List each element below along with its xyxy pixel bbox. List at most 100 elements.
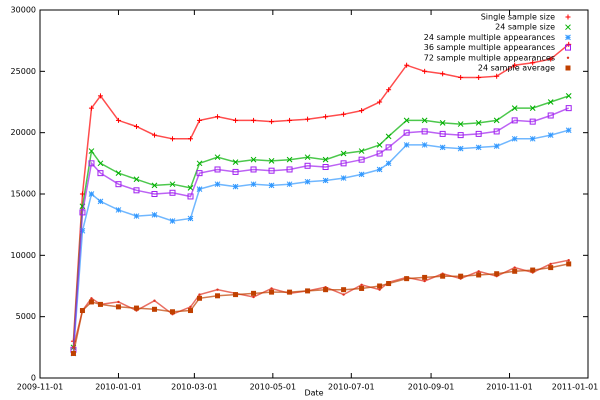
data-point — [511, 117, 518, 124]
data-point — [151, 182, 158, 189]
marker-part — [305, 288, 311, 294]
marker-part — [115, 181, 122, 188]
data-point — [493, 117, 500, 124]
marker-part — [565, 34, 571, 41]
marker-part — [270, 287, 273, 290]
marker-part — [475, 119, 482, 126]
data-point — [304, 154, 311, 161]
data-point — [385, 144, 392, 151]
data-point — [342, 293, 345, 296]
data-point — [216, 288, 219, 291]
marker-part — [97, 301, 103, 307]
data-point — [197, 117, 203, 123]
legend-label: 24 sample size — [495, 23, 555, 32]
marker-part — [403, 142, 410, 148]
data-point — [323, 287, 329, 293]
marker-part — [151, 191, 158, 197]
x-tick-label: 2011-01-01 — [552, 383, 599, 392]
marker-part — [493, 143, 500, 150]
data-point — [458, 273, 464, 279]
marker-part — [151, 306, 157, 312]
y-tick-label: 20000 — [11, 128, 36, 137]
marker-part — [340, 150, 347, 157]
data-point — [214, 154, 221, 161]
data-point — [439, 144, 446, 151]
marker-part — [385, 160, 392, 167]
data-point — [188, 136, 194, 142]
marker-part — [376, 142, 383, 148]
data-point — [187, 215, 194, 222]
marker-part — [358, 171, 365, 178]
marker-part — [115, 207, 122, 213]
legend-label: 24 sample multiple appearances — [424, 33, 555, 42]
data-point — [214, 181, 221, 188]
marker-part — [386, 281, 392, 287]
y-tick-label: 5000 — [16, 312, 36, 321]
data-point — [232, 168, 239, 175]
data-point — [88, 191, 95, 197]
data-point — [476, 74, 482, 80]
marker-part — [549, 262, 552, 266]
data-point — [151, 306, 157, 312]
data-point — [440, 273, 446, 279]
marker-part — [70, 350, 76, 356]
data-point — [79, 308, 85, 314]
marker-part — [457, 132, 464, 139]
data-point — [197, 295, 203, 301]
marker-part — [530, 267, 536, 273]
data-point — [97, 170, 104, 177]
data-point — [268, 158, 275, 164]
data-point — [457, 132, 464, 139]
x-tick-label: 2010-07-01 — [328, 383, 375, 392]
marker-part — [198, 293, 201, 296]
marker-part — [268, 158, 275, 164]
data-point — [376, 150, 383, 157]
marker-part — [268, 182, 275, 189]
data-point — [439, 119, 446, 126]
marker-part — [403, 129, 410, 136]
data-point — [421, 142, 428, 148]
data-point — [565, 93, 572, 99]
legend-label: Single sample size — [481, 13, 555, 22]
marker-part — [565, 44, 571, 51]
data-point — [233, 292, 239, 298]
marker-part — [439, 130, 446, 137]
x-tick-label: 2009-11-01 — [17, 383, 64, 392]
data-point — [512, 268, 518, 274]
data-point — [457, 121, 464, 127]
data-point — [322, 164, 329, 171]
data-point — [251, 290, 257, 296]
marker-part — [341, 287, 347, 293]
data-point — [232, 183, 239, 190]
data-point — [187, 185, 194, 191]
x-tick-label: 2010-03-01 — [171, 383, 218, 392]
data-point — [403, 117, 410, 124]
data-point — [341, 111, 347, 117]
data-point — [358, 171, 365, 178]
data-point — [133, 213, 140, 219]
marker-part — [232, 183, 239, 190]
marker-part — [169, 181, 176, 188]
data-point — [287, 289, 293, 295]
marker-part — [458, 273, 464, 279]
marker-part — [133, 305, 139, 311]
data-point — [529, 105, 536, 111]
marker-part — [547, 132, 554, 138]
marker-part — [457, 145, 464, 152]
data-point — [286, 181, 293, 188]
data-point — [250, 166, 257, 173]
data-point — [97, 198, 104, 205]
data-point — [385, 160, 392, 167]
data-point — [169, 189, 176, 196]
data-point — [196, 170, 203, 177]
data-point — [117, 300, 120, 304]
marker-part — [196, 186, 203, 192]
data-point — [458, 74, 464, 80]
data-point — [529, 118, 536, 125]
marker-part — [286, 166, 293, 173]
marker-part — [196, 170, 203, 177]
marker-part — [187, 185, 194, 191]
data-point — [268, 182, 275, 189]
data-point — [340, 175, 347, 181]
data-point — [358, 156, 365, 163]
